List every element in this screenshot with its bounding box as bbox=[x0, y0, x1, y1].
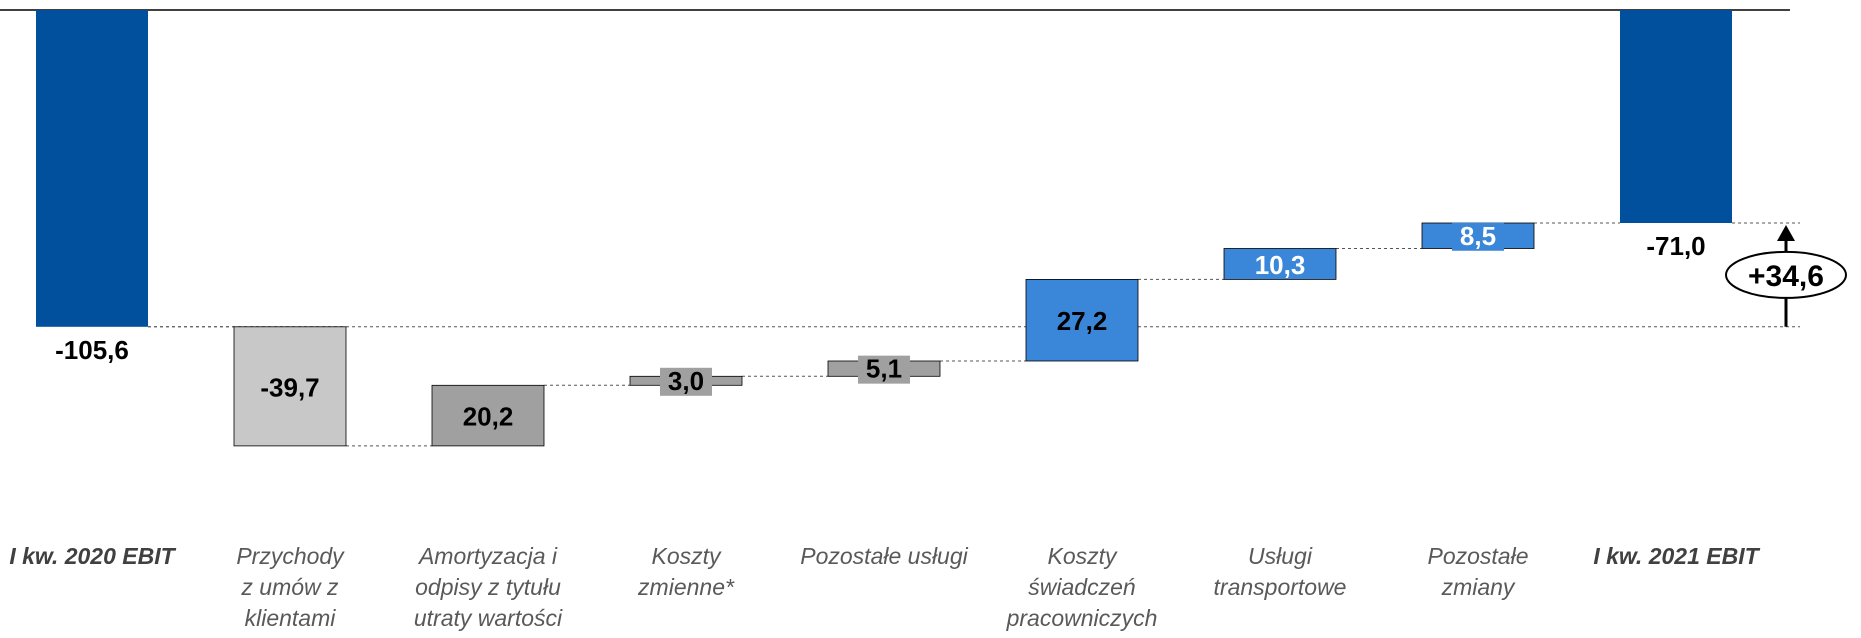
category-label: świadczeń bbox=[1028, 574, 1135, 600]
bar bbox=[1620, 10, 1732, 223]
category-label: utraty wartości bbox=[414, 605, 563, 631]
value-label: 5,1 bbox=[866, 354, 902, 384]
category-label: Pozostałe usługi bbox=[800, 543, 968, 569]
value-label: 3,0 bbox=[668, 366, 704, 396]
bar bbox=[36, 10, 148, 327]
change-label: +34,6 bbox=[1748, 260, 1824, 293]
value-label-bg bbox=[660, 367, 712, 396]
value-label: 8,5 bbox=[1460, 221, 1496, 251]
value-label: 27,2 bbox=[1057, 306, 1108, 336]
category-label: I kw. 2021 EBIT bbox=[1593, 543, 1760, 569]
value-label: 10,3 bbox=[1255, 250, 1306, 280]
category-label: Koszty bbox=[1047, 543, 1118, 569]
category-label: z umów z bbox=[240, 574, 339, 600]
category-label: zmienne* bbox=[637, 574, 735, 600]
category-label: pracowniczych bbox=[1006, 605, 1158, 631]
value-label: -71,0 bbox=[1646, 231, 1705, 261]
bar bbox=[233, 326, 347, 447]
category-label: Koszty bbox=[651, 543, 722, 569]
value-label-bg bbox=[1452, 222, 1504, 251]
value-label-bg bbox=[858, 355, 910, 384]
bar bbox=[431, 384, 545, 447]
value-label: -39,7 bbox=[260, 372, 319, 402]
value-label: 20,2 bbox=[463, 402, 514, 432]
category-label: I kw. 2020 EBIT bbox=[9, 543, 176, 569]
bar bbox=[1223, 248, 1337, 280]
category-label: zmiany bbox=[1441, 574, 1516, 600]
category-label: transportowe bbox=[1214, 574, 1347, 600]
category-label: Pozostałe bbox=[1427, 543, 1528, 569]
value-label: -105,6 bbox=[55, 335, 129, 365]
change-oval bbox=[1725, 250, 1847, 299]
change-arrow-head bbox=[1777, 225, 1795, 241]
category-label: Amortyzacja i bbox=[417, 543, 558, 569]
category-label: klientami bbox=[245, 605, 337, 631]
bar bbox=[1025, 278, 1139, 362]
category-label: Usługi bbox=[1248, 543, 1313, 569]
category-label: Przychody bbox=[236, 543, 345, 569]
category-label: odpisy z tytułu bbox=[415, 574, 561, 600]
